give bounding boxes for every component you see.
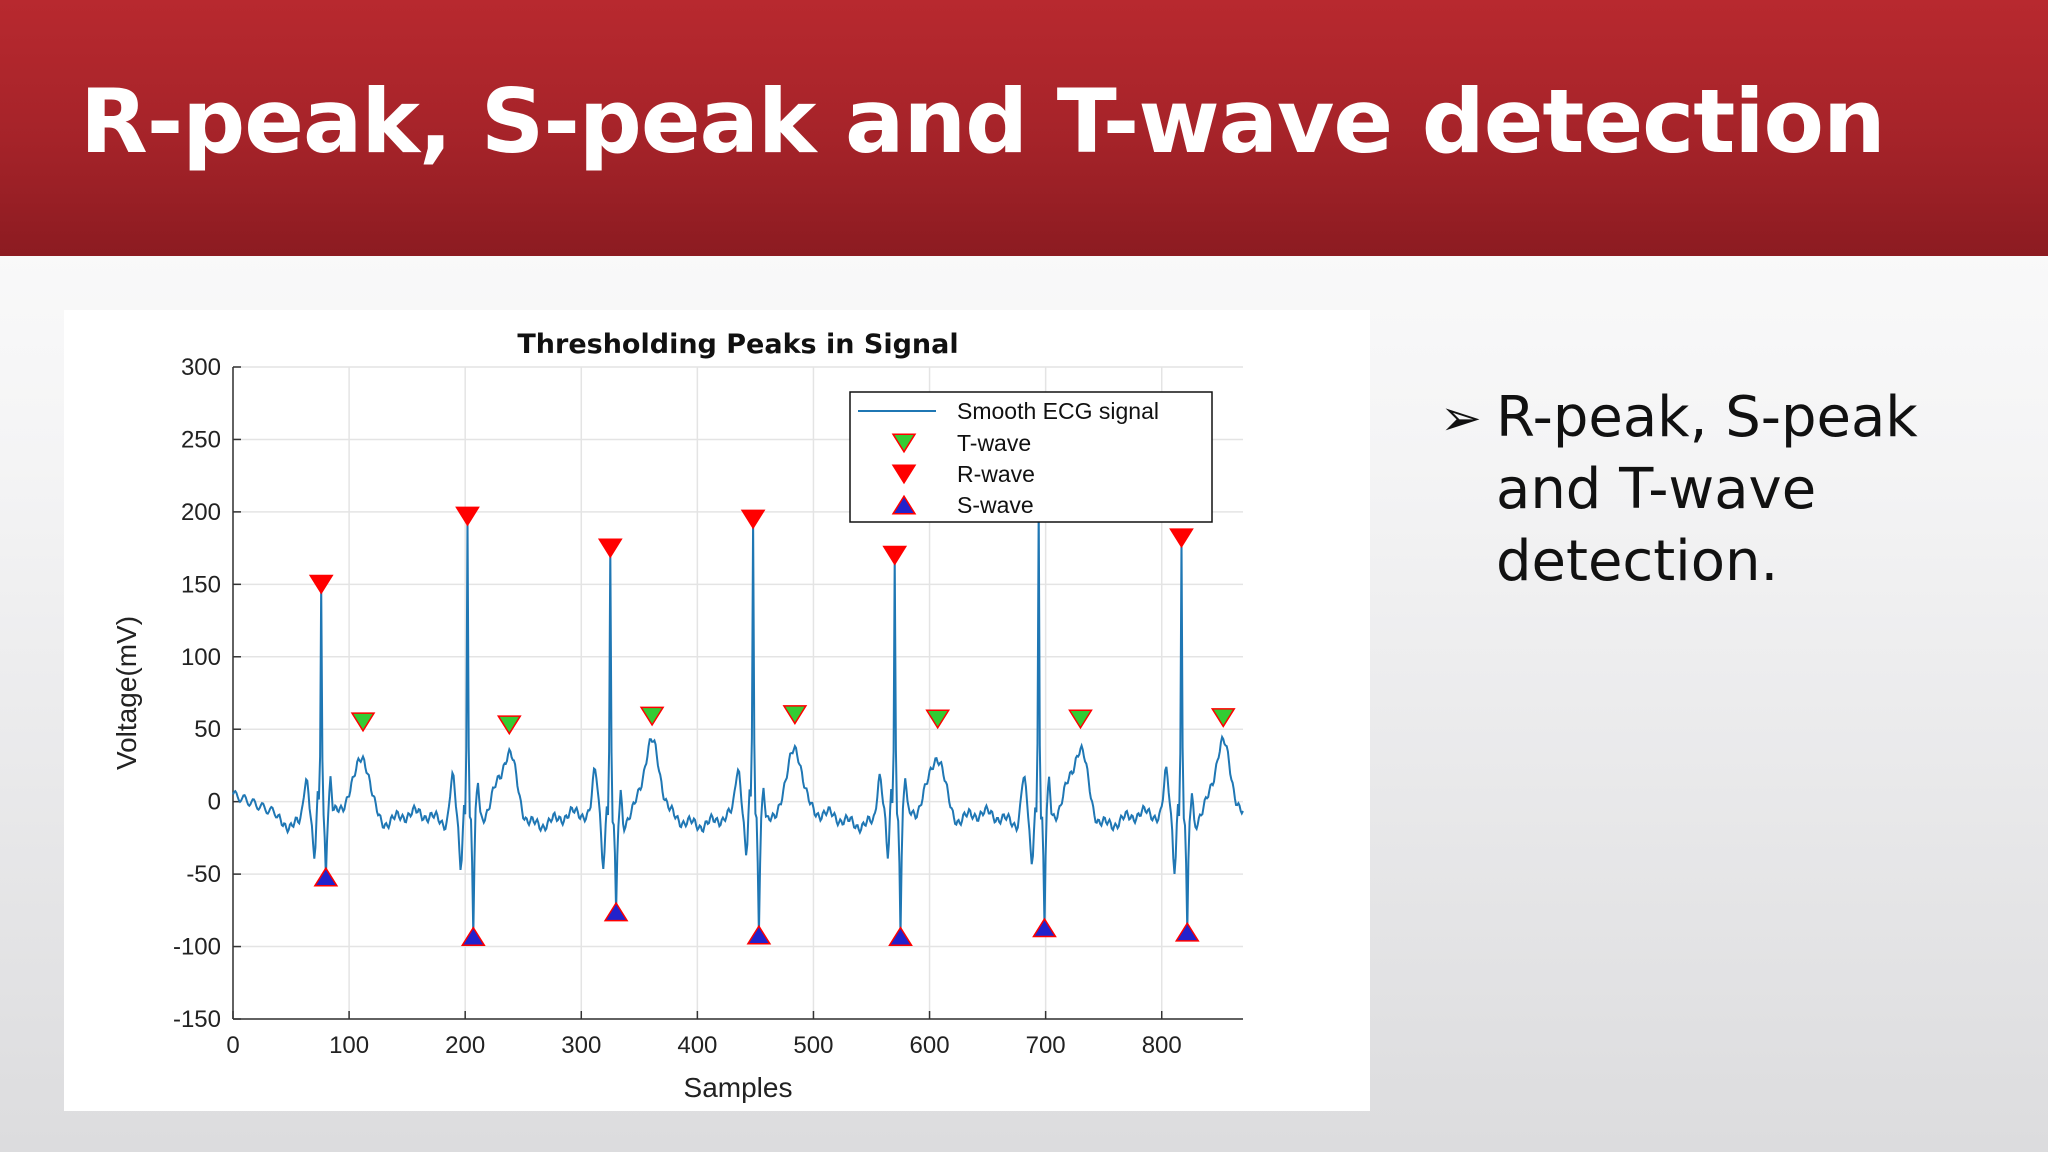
legend-entry: R-wave [957, 461, 1035, 487]
t-wave-marker [782, 705, 808, 725]
r-wave-marker [740, 509, 766, 530]
y-tick-label: 150 [181, 571, 221, 598]
y-tick-label: 100 [181, 644, 221, 671]
y-tick-label: 200 [181, 499, 221, 526]
s-wave-marker [1032, 917, 1057, 938]
axes: 0 100 200 300 400 500 600 700 800300250200150100… [173, 354, 1243, 1059]
x-tick-label: 700 [1026, 1032, 1066, 1059]
s-wave-marker [460, 926, 486, 946]
s-wave-marker [313, 866, 339, 887]
x-tick-label: 300 [561, 1032, 601, 1059]
slide-header: R-peak, S-peak and T-wave detection [0, 0, 2048, 256]
legend-s-swatch [891, 494, 917, 515]
y-tick-label: 300 [181, 354, 221, 381]
y-tick-label: -150 [173, 1006, 221, 1033]
x-tick-label: 800 [1142, 1032, 1182, 1059]
chart-title: Thresholding Peaks in Signal [517, 329, 958, 360]
ecg-signal-line [232, 504, 1244, 937]
t-wave-marker [1068, 709, 1093, 730]
chart-figure: 0 100 200 300 400 500 600 700 800 300 250 200 150 100… [64, 310, 1370, 1111]
legend-t-swatch [891, 433, 917, 454]
signal-layer [232, 504, 1244, 937]
s-wave-marker [1174, 921, 1200, 942]
s-wave-marker [603, 901, 629, 922]
y-tick-label: -50 [186, 861, 221, 888]
x-tick-label: 600 [910, 1032, 950, 1059]
grid [232, 366, 1243, 1020]
legend: Smooth ECG signal T-wave R-wave S-wave [849, 391, 1213, 523]
y-tick-label: 0 [208, 789, 221, 816]
legend-entry: T-wave [957, 430, 1031, 456]
arrow-bullet-icon: ➢ [1440, 389, 1482, 447]
y-tick-label: 50 [194, 716, 221, 743]
r-wave-marker [308, 574, 334, 595]
r-wave-marker [597, 538, 623, 559]
s-wave-marker [746, 924, 772, 945]
x-axis-label: Samples [684, 1072, 793, 1103]
t-wave-marker [1210, 708, 1236, 728]
y-tick-label: 250 [181, 426, 221, 453]
x-tick-label: 0 [226, 1032, 239, 1059]
r-wave-marker [882, 545, 908, 566]
x-tick-label: 100 [329, 1032, 369, 1059]
slide-title: R-peak, S-peak and T-wave detection [80, 70, 1886, 173]
x-tick-label: 500 [793, 1032, 833, 1059]
ecg-chart: 0 100 200 300 400 500 600 700 800300250200150100… [111, 329, 1244, 1103]
r-wave-marker [455, 506, 480, 527]
t-wave-marker [639, 706, 665, 727]
x-tick-label: 200 [445, 1032, 485, 1059]
s-wave-marker [888, 926, 913, 946]
y-tick-label: -100 [173, 934, 221, 961]
legend-box [849, 391, 1213, 523]
legend-r-swatch [891, 464, 917, 485]
t-wave-marker [925, 709, 951, 730]
y-axis-label: Voltage(mV) [111, 616, 142, 770]
marker-layer [308, 506, 1236, 946]
legend-entry: Smooth ECG signal [957, 398, 1159, 424]
t-wave-marker [496, 715, 522, 736]
bullet-text: R-peak, S-peak and T-wave detection. [1496, 385, 1918, 594]
t-wave-marker [350, 712, 376, 733]
legend-entry: S-wave [957, 492, 1034, 518]
x-tick-label: 400 [677, 1032, 717, 1059]
r-wave-marker [1169, 528, 1194, 549]
